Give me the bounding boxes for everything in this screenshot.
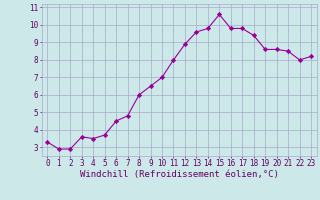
- X-axis label: Windchill (Refroidissement éolien,°C): Windchill (Refroidissement éolien,°C): [80, 170, 279, 179]
